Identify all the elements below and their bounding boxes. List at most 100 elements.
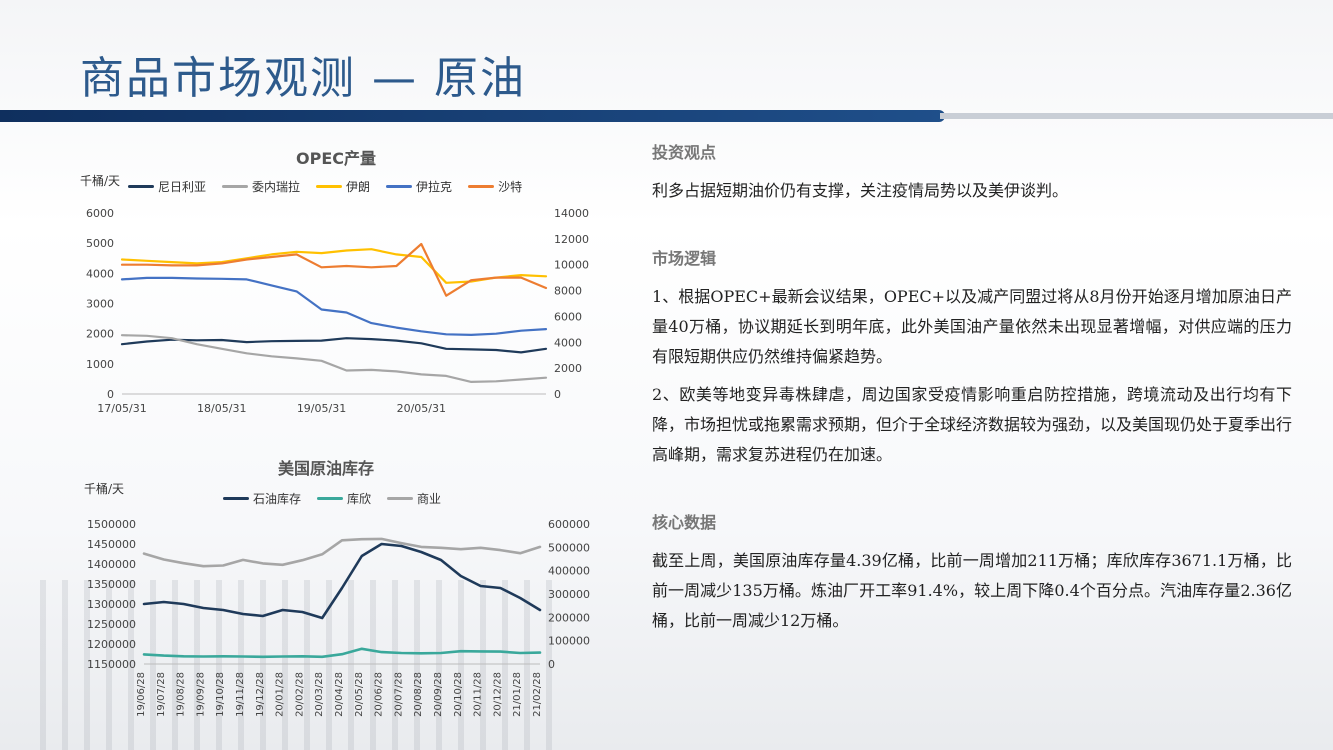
legend-item: 伊朗 [316,178,370,195]
inventory-chart-unit: 千桶/天 [84,482,125,496]
right-axis-tick-label: 100000 [548,635,590,648]
series-line [120,334,548,383]
legend-swatch [223,497,249,500]
x-axis-tick-label: 18/05/31 [197,402,246,415]
inventory-chart-title: 美国原油库存 [278,459,375,478]
section-paragraph: 利多占据短期油价仍有支撑，关注疫情局势以及美伊谈判。 [652,181,1069,200]
opec-chart-unit: 千桶/天 [80,174,121,188]
legend-label: 尼日利亚 [158,180,207,194]
x-axis-tick-label: 20/03/28 [314,672,325,717]
legend-item: 商业 [387,490,441,507]
legend-swatch [386,185,413,188]
legend-label: 商业 [417,492,442,506]
left-axis-tick-label: 5000 [86,237,114,250]
left-axis-tick-label: 2000 [86,328,114,341]
section-core-data: 核心数据 截至上周，美国原油库存量4.39亿桶，比前一周增加211万桶；库欣库存… [652,508,1292,636]
left-axis-tick-label: 1400000 [87,558,136,571]
x-axis-tick-label: 19/11/28 [235,672,246,717]
series-line [142,537,542,568]
left-axis-tick-label: 1300000 [87,598,136,611]
section-investment-view: 投资观点 利多占据短期油价仍有支撑，关注疫情局势以及美伊谈判。 [652,138,1292,206]
series-line [120,337,548,354]
legend-label: 伊朗 [346,180,371,194]
legend-swatch [317,497,344,500]
x-axis-tick-label: 19/09/28 [195,672,206,717]
x-axis-tick-label: 19/06/28 [136,672,147,717]
legend-label: 库欣 [347,492,372,506]
legend-label: 沙特 [498,180,523,194]
x-axis-tick-label: 17/05/31 [97,402,146,415]
x-axis-tick-label: 19/08/28 [176,672,187,717]
section-heading: 核心数据 [652,513,717,532]
right-axis-tick-label: 0 [554,388,561,401]
x-axis-tick-label: 20/08/28 [413,672,424,717]
legend-label: 伊拉克 [416,180,453,194]
right-axis-tick-label: 300000 [548,588,590,601]
right-axis-tick-label: 12000 [554,233,589,246]
legend-swatch [468,185,495,188]
section-heading: 市场逻辑 [652,249,717,268]
right-axis-tick-label: 400000 [548,565,590,578]
legend-swatch [387,497,414,500]
section-heading: 投资观点 [652,143,717,162]
section-market-logic: 市场逻辑 1、根据OPEC+最新会议结果，OPEC+以及减产同盟过将从8月份开始… [652,244,1292,470]
legend-label: 委内瑞拉 [252,180,301,194]
x-axis-tick-label: 20/02/28 [294,672,305,717]
right-axis-tick-label: 0 [548,658,555,671]
right-axis-tick-label: 14000 [554,207,589,220]
x-axis-tick-label: 20/05/28 [354,672,365,717]
left-axis-tick-label: 1200000 [87,638,136,651]
right-axis-tick-label: 600000 [548,518,590,531]
page-title: 商品市场观测 — 原油 [80,53,526,104]
left-axis-tick-label: 0 [107,388,114,401]
legend-item: 尼日利亚 [128,178,206,195]
x-axis-tick-label: 20/07/28 [393,672,404,717]
section-paragraph: 截至上周，美国原油库存量4.39亿桶，比前一周增加211万桶；库欣库存3671.… [652,551,1292,630]
right-axis-tick-label: 10000 [554,259,589,272]
right-axis-tick-label: 6000 [554,310,582,323]
x-axis-tick-label: 20/05/31 [397,402,446,415]
title-underline-bar-light [940,113,1333,119]
x-axis-tick-label: 19/10/28 [215,672,226,717]
x-axis-tick-label: 20/09/28 [433,672,444,717]
section-paragraph: 2、欧美等地变异毒株肆虐，周边国家受疫情影响重启防控措施，跨境流动及出行均有下降… [652,385,1293,464]
inventory-chart-legend: 石油库存 库欣 商业 [223,490,441,507]
title-underline-bar [0,110,945,122]
opec-chart-legend: 尼日利亚 委内瑞拉 伊朗 伊拉克 沙特 [128,178,522,195]
right-axis-tick-label: 200000 [548,611,590,624]
x-axis-tick-label: 19/12/28 [255,672,266,717]
left-axis-tick-label: 1450000 [87,538,136,551]
x-axis-tick-label: 19/07/28 [156,672,167,717]
left-axis-tick-label: 1500000 [87,518,136,531]
x-axis-tick-label: 21/01/28 [512,672,523,717]
legend-item: 沙特 [468,178,522,195]
legend-swatch [316,185,343,188]
x-axis-tick-label: 20/12/28 [492,672,503,717]
legend-item: 委内瑞拉 [222,178,300,195]
right-axis-tick-label: 2000 [554,362,582,375]
left-axis-tick-label: 4000 [86,267,114,280]
legend-item: 库欣 [317,490,371,507]
x-axis-tick-label: 20/11/28 [473,672,484,717]
opec-chart-title: OPEC产量 [296,149,377,168]
x-axis-tick-label: 21/02/28 [532,672,543,717]
series-line [120,242,548,297]
legend-item: 伊拉克 [386,178,452,195]
right-axis-tick-label: 4000 [554,336,582,349]
analysis-panel: 投资观点 利多占据短期油价仍有支撑，关注疫情局势以及美伊谈判。 市场逻辑 1、根… [652,138,1292,636]
opec-chart: 6000500040003000200010000140001200010000… [86,207,589,415]
x-axis-tick-label: 20/06/28 [374,672,385,717]
left-axis-tick-label: 3000 [86,298,114,311]
left-axis-tick-label: 1250000 [87,618,136,631]
inventory-chart: 1500000 1450000 1400000 1350000 1300000 12500… [87,518,590,717]
series-line [142,647,542,659]
legend-swatch [222,185,249,188]
series-line [120,276,548,336]
legend-label: 石油库存 [253,492,302,506]
left-axis-tick-label: 6000 [86,207,114,220]
left-axis-tick-label: 1350000 [87,578,136,591]
x-axis-tick-label: 20/04/28 [334,672,345,717]
x-axis-tick-label: 20/01/28 [275,672,286,717]
x-axis-tick-label: 20/10/28 [453,672,464,717]
legend-item: 石油库存 [223,490,301,507]
